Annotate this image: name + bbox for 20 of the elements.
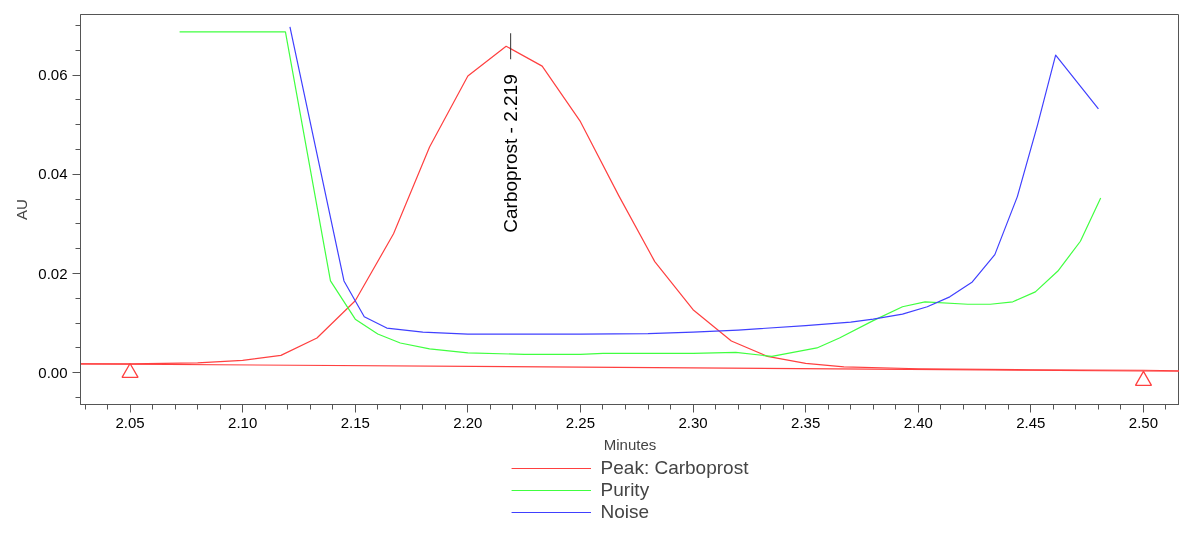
y-tick-label: 0.06 (38, 66, 68, 84)
x-tick-label: 2.10 (228, 413, 258, 431)
x-tick-label: 2.40 (903, 413, 933, 431)
annotation: Carboprost - 2.219 (500, 74, 522, 233)
legend-label: Purity (600, 479, 650, 501)
x-tick-label: 2.20 (453, 413, 483, 431)
legend-label: Peak: Carboprost (600, 457, 749, 479)
x-tick-label: 2.30 (678, 413, 708, 431)
y-tick-label: 0.02 (38, 264, 68, 282)
x-tick-label: 2.05 (115, 413, 145, 431)
y-tick-label: 0.04 (38, 165, 68, 183)
y-axis-title: AU (13, 199, 31, 220)
x-tick-label: 2.25 (565, 413, 596, 431)
x-tick-label: 2.45 (1016, 413, 1046, 431)
x-tick-label: 2.35 (791, 413, 821, 431)
x-tick-label: 2.15 (340, 413, 370, 431)
x-axis-title: Minutes (603, 435, 657, 453)
x-tick-label: 2.50 (1128, 413, 1159, 431)
y-tick-label: 0.00 (38, 363, 68, 381)
legend-label: Noise (600, 501, 650, 523)
